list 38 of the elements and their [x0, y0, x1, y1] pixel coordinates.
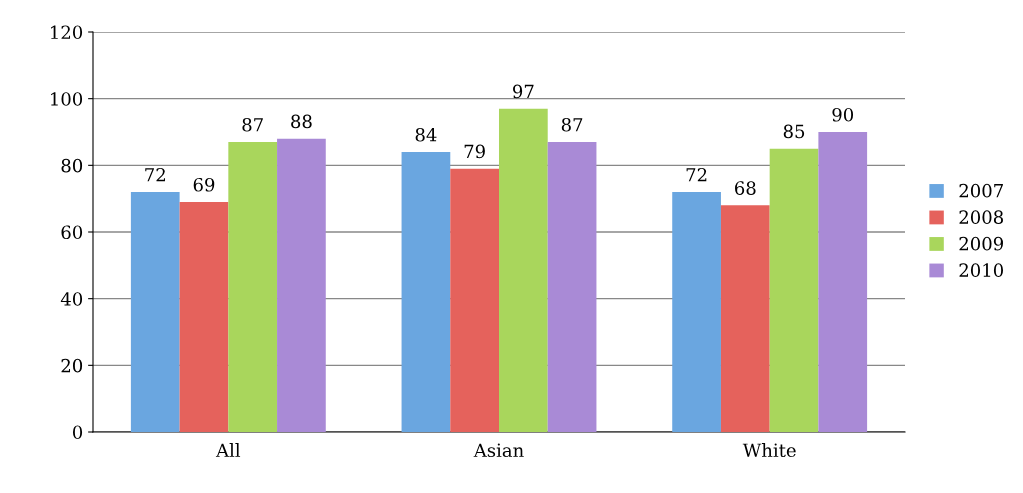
bar — [720, 205, 770, 432]
data-label: 88 — [291, 114, 312, 129]
bar — [277, 138, 326, 432]
data-label: 84 — [415, 127, 437, 142]
data-label: 79 — [464, 144, 485, 159]
bar — [769, 148, 819, 432]
y-tick-label: 100 — [51, 92, 83, 106]
bar — [547, 142, 597, 432]
legend-label: 2007 — [959, 183, 1003, 198]
y-tick-label: 120 — [51, 25, 83, 40]
bar — [228, 142, 278, 432]
legend-label: 2008 — [959, 210, 1003, 224]
bar — [450, 168, 499, 432]
bar — [401, 152, 451, 432]
y-tick-label: 20 — [61, 358, 83, 373]
bar — [499, 108, 548, 432]
data-label: 87 — [561, 117, 583, 132]
y-tick-label: 80 — [61, 158, 83, 173]
x-tick-label: Asian — [473, 443, 524, 458]
data-label: 90 — [832, 107, 854, 122]
data-label: 72 — [686, 167, 707, 182]
x-tick-label: White — [742, 443, 796, 458]
legend-label: 2010 — [959, 263, 1004, 277]
x-tick-label: All — [215, 443, 241, 457]
legend-label: 2009 — [959, 236, 1003, 251]
bar — [130, 192, 180, 432]
bar — [672, 192, 721, 432]
y-tick-label: 40 — [60, 292, 83, 306]
y-tick-label: 0 — [72, 425, 83, 440]
data-label: 97 — [513, 84, 534, 99]
data-label: 85 — [783, 124, 805, 139]
data-label: 87 — [242, 117, 263, 132]
bar — [818, 132, 868, 432]
data-label: 69 — [193, 177, 215, 192]
data-label: 68 — [735, 181, 756, 195]
bar — [179, 202, 229, 432]
data-label: 72 — [145, 167, 165, 182]
y-tick-label: 60 — [61, 225, 83, 240]
